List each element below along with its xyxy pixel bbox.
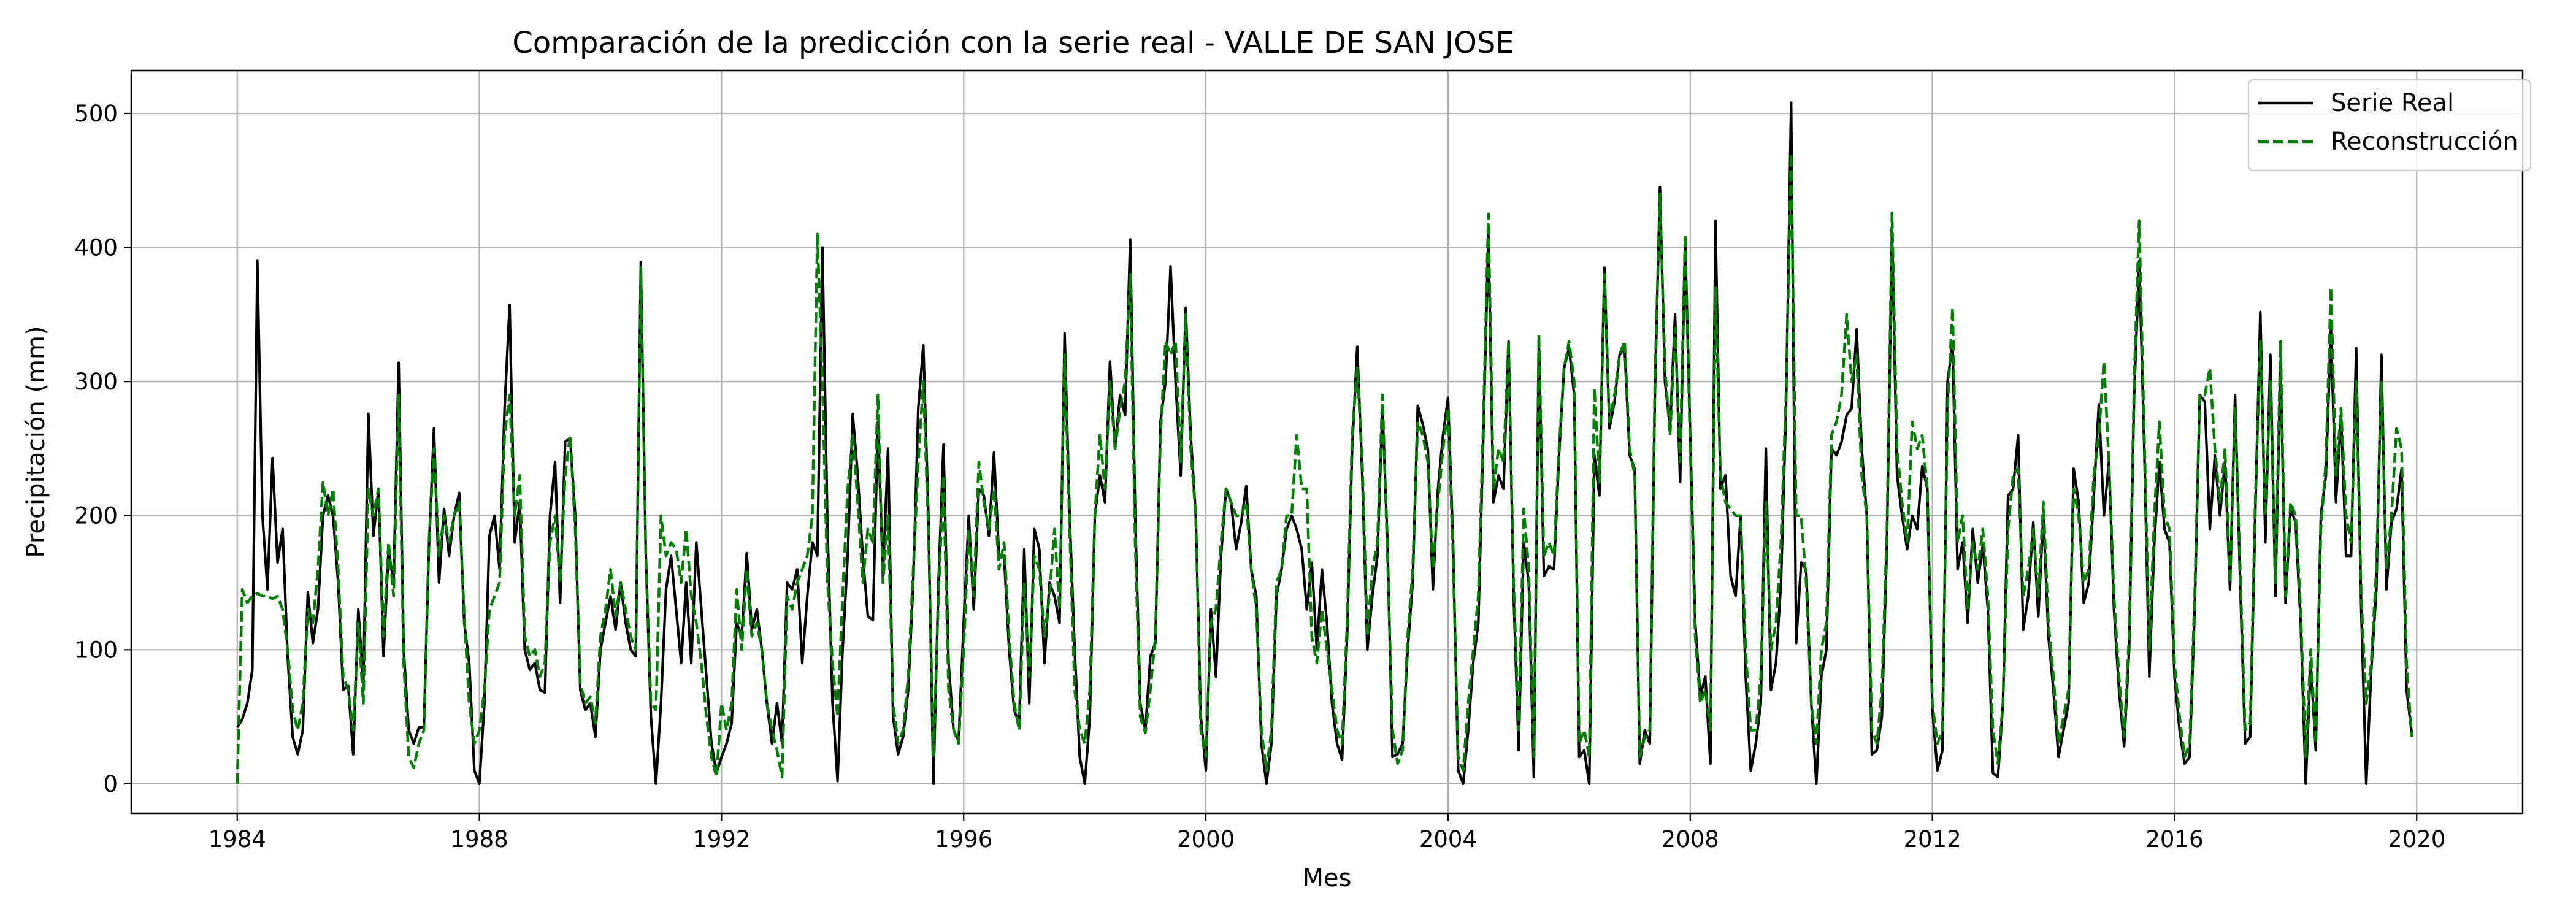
x-axis-label: Mes <box>1303 864 1352 892</box>
y-axis-ticks: 0 100 200 300 400 500 <box>74 101 131 797</box>
x-tick-label: 2000 <box>1177 826 1235 853</box>
x-tick-label: 1996 <box>935 826 992 853</box>
x-tick-label: 1984 <box>209 826 266 853</box>
y-axis-label: Precipitación (mm) <box>22 326 50 558</box>
y-tick-label: 400 <box>74 235 118 261</box>
legend-box <box>2247 79 2532 172</box>
y-tick-label: 300 <box>74 369 118 395</box>
x-tick-label: 2016 <box>2145 826 2203 853</box>
grid-lines <box>131 71 2523 813</box>
y-tick-label: 0 <box>103 771 118 797</box>
x-tick-label: 1988 <box>450 826 508 853</box>
chart-title: Comparación de la predicción con la seri… <box>512 26 1514 60</box>
y-tick-label: 200 <box>74 503 118 529</box>
series-line-reconstruccion <box>236 152 2413 784</box>
x-tick-label: 2012 <box>1904 826 1961 853</box>
legend-label-reconstruccion: Reconstrucción <box>2331 128 2518 156</box>
chart-legend: Serie Real Reconstrucción <box>2247 79 2532 172</box>
x-tick-label: 2020 <box>2388 826 2445 853</box>
x-axis-ticks: 1984 1988 1992 1996 2000 2004 2008 2012 2016 2020 <box>209 813 2445 853</box>
x-tick-label: 2004 <box>1419 826 1477 853</box>
y-tick-label: 100 <box>74 637 118 663</box>
x-tick-label: 1992 <box>692 826 750 853</box>
plot-area-frame <box>130 69 2524 815</box>
legend-label-serie-real: Serie Real <box>2331 89 2454 117</box>
y-tick-label: 500 <box>74 101 118 127</box>
series-lines <box>236 101 2413 786</box>
x-tick-label: 2008 <box>1662 826 1719 853</box>
